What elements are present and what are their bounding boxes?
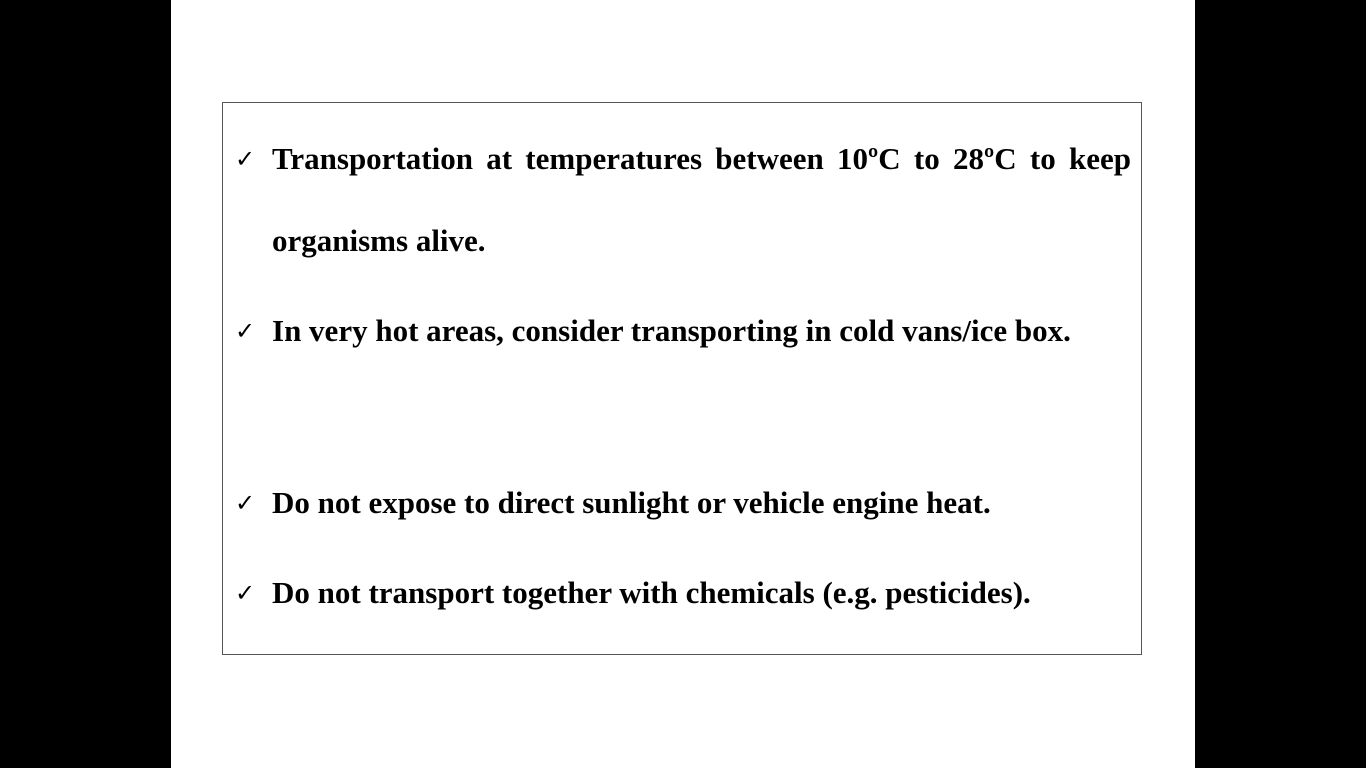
bullet-box: ✓ Transportation at temperatures between… <box>222 102 1142 655</box>
checkmark-icon: ✓ <box>235 489 256 517</box>
checkmark-icon: ✓ <box>235 579 256 607</box>
slide: ✓ Transportation at temperatures between… <box>171 0 1195 768</box>
bullet-text: Do not transport together with chemicals… <box>272 575 1031 610</box>
bullet-text: In very hot areas, consider transporting… <box>272 313 1071 348</box>
bullet-text: Do not expose to direct sunlight or vehi… <box>272 485 991 520</box>
checkmark-icon: ✓ <box>235 145 256 173</box>
checkmark-icon: ✓ <box>235 317 256 345</box>
bullet-text: Transportation at temperatures between 1… <box>272 141 1131 258</box>
